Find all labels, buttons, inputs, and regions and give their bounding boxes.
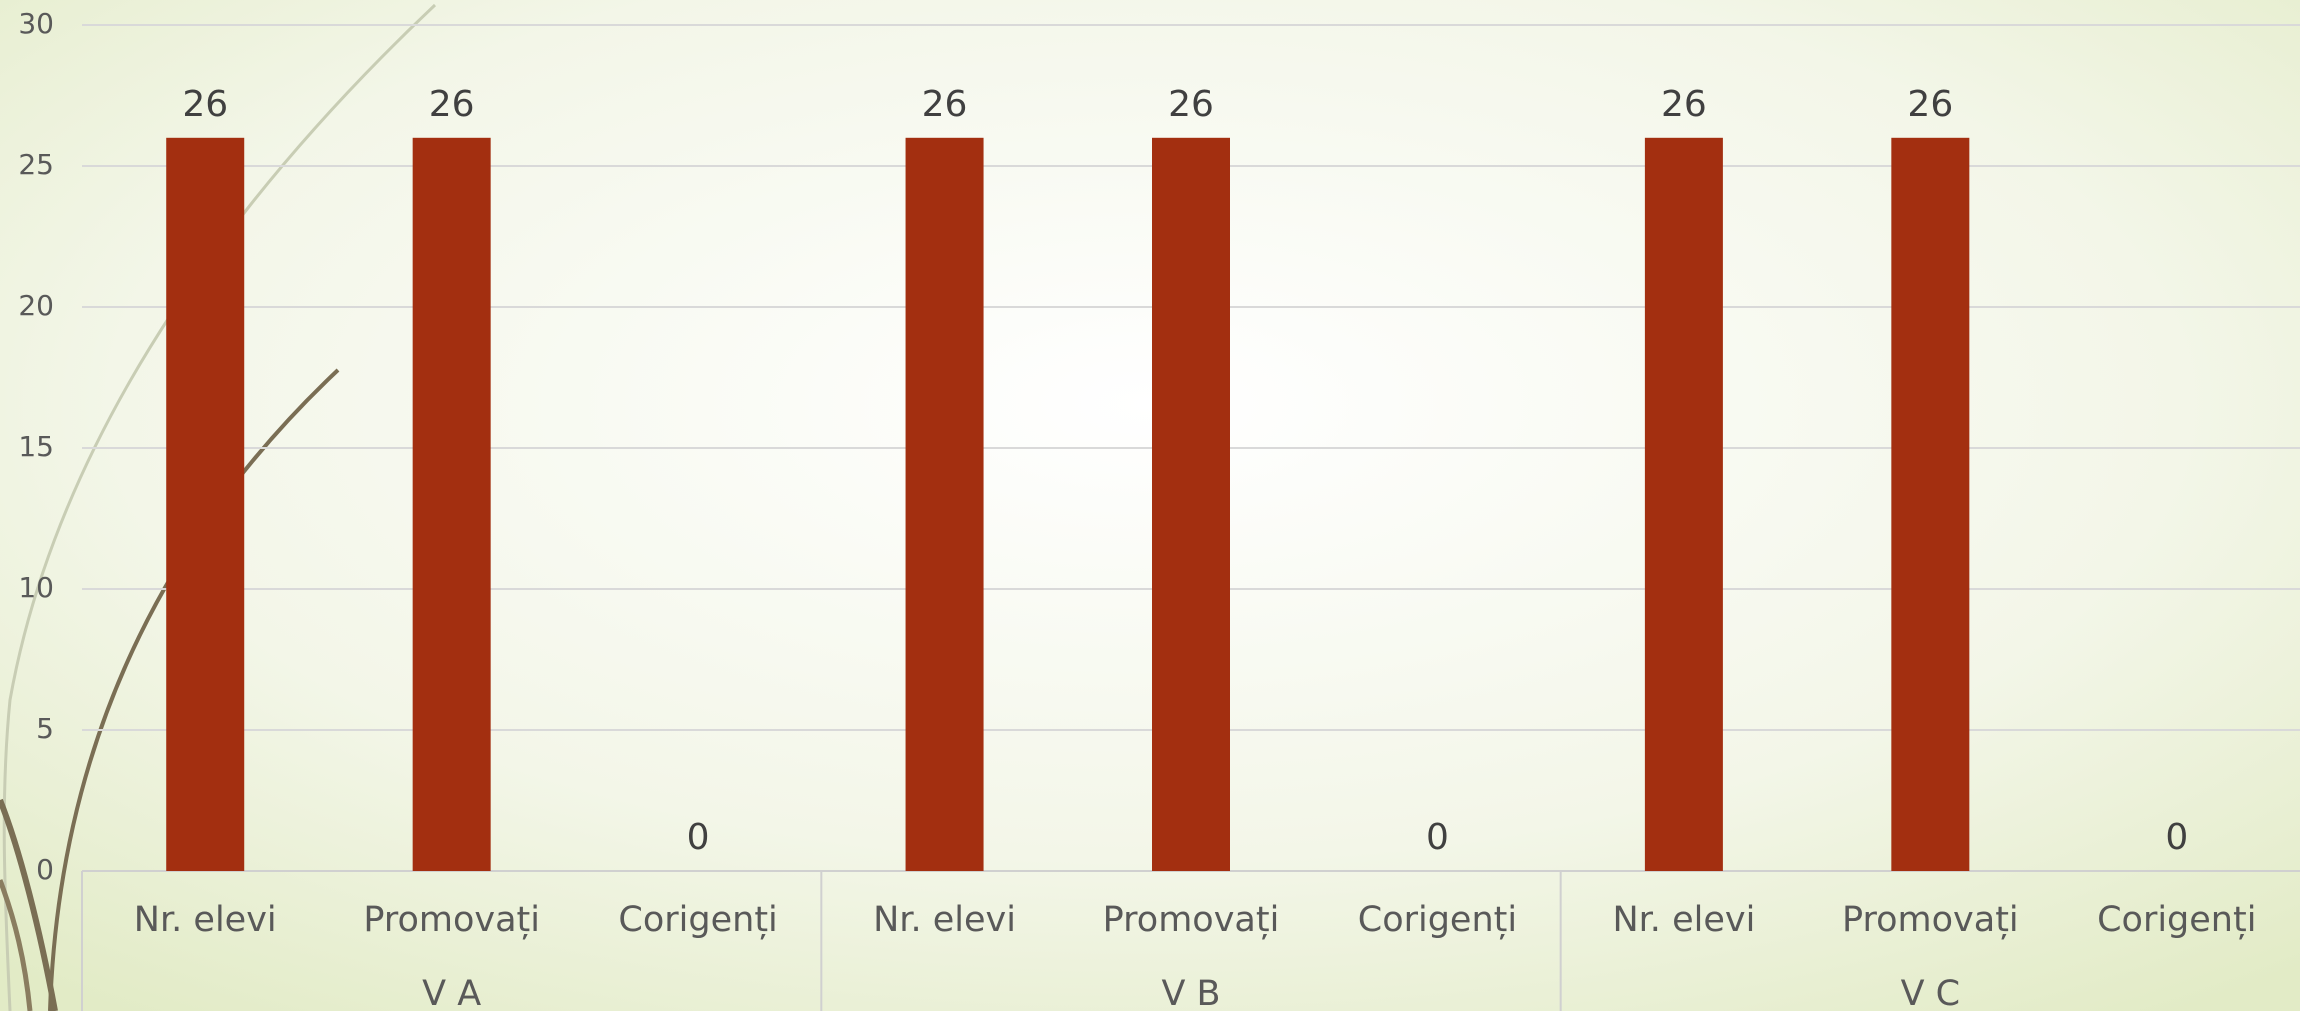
data-label: 26 bbox=[1907, 84, 1953, 125]
bar bbox=[905, 137, 984, 872]
group-label: V A bbox=[422, 974, 481, 1011]
data-label: 26 bbox=[429, 84, 475, 125]
data-label: 26 bbox=[1661, 84, 1707, 125]
data-label: 0 bbox=[687, 817, 710, 858]
x-tick-label: Corigenți bbox=[1358, 900, 1517, 940]
x-tick-label: Nr. elevi bbox=[873, 900, 1016, 940]
group-label: V B bbox=[1161, 974, 1220, 1011]
bar bbox=[1644, 137, 1723, 872]
y-tick-label: 25 bbox=[18, 148, 54, 181]
data-label: 26 bbox=[1168, 84, 1214, 125]
data-label: 26 bbox=[922, 84, 968, 125]
bar bbox=[1891, 137, 1970, 872]
x-tick-label: Corigenți bbox=[618, 900, 777, 940]
y-tick-label: 5 bbox=[36, 712, 54, 745]
x-tick-label: Nr. elevi bbox=[1612, 900, 1755, 940]
x-tick-label: Corigenți bbox=[2097, 900, 2256, 940]
decoration bbox=[0, 3, 437, 1011]
x-tick-label: Promovați bbox=[363, 900, 540, 940]
y-tick-label: 20 bbox=[18, 289, 54, 322]
y-tick-label: 30 bbox=[18, 7, 54, 40]
data-label: 0 bbox=[2165, 817, 2188, 858]
data-label: 0 bbox=[1426, 817, 1449, 858]
data-label: 26 bbox=[182, 84, 228, 125]
bar bbox=[166, 137, 245, 872]
group-label: V C bbox=[1901, 974, 1961, 1011]
bar bbox=[1152, 137, 1230, 872]
bar bbox=[412, 137, 491, 872]
y-tick-label: 10 bbox=[18, 571, 54, 604]
y-tick-label: 15 bbox=[18, 430, 54, 463]
y-tick-label: 0 bbox=[36, 853, 54, 886]
x-tick-label: Nr. elevi bbox=[134, 900, 277, 940]
x-tick-label: Promovați bbox=[1103, 900, 1280, 940]
x-tick-label: Promovați bbox=[1842, 900, 2019, 940]
